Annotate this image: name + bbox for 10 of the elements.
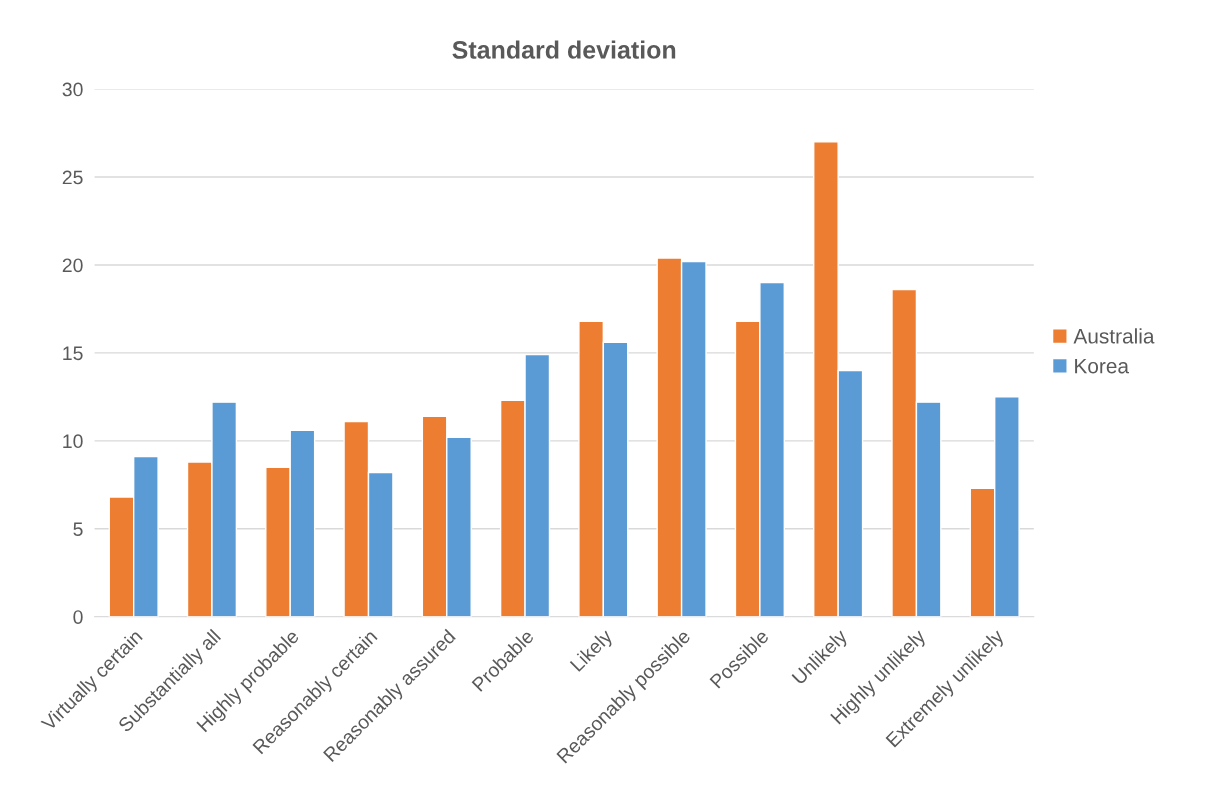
y-tick-label: 30 — [62, 82, 83, 97]
legend-label: Australia — [1073, 328, 1155, 344]
chart-title: Standard deviation — [452, 40, 676, 59]
y-tick-label: 10 — [63, 434, 83, 449]
y-tick-label: 0 — [73, 610, 83, 624]
y-tick-label: 25 — [62, 170, 83, 185]
y-tick-label: 5 — [73, 522, 83, 537]
legend-label: Korea — [1075, 358, 1130, 374]
y-tick-label: 20 — [62, 258, 83, 273]
y-tick-label: 15 — [63, 346, 83, 361]
